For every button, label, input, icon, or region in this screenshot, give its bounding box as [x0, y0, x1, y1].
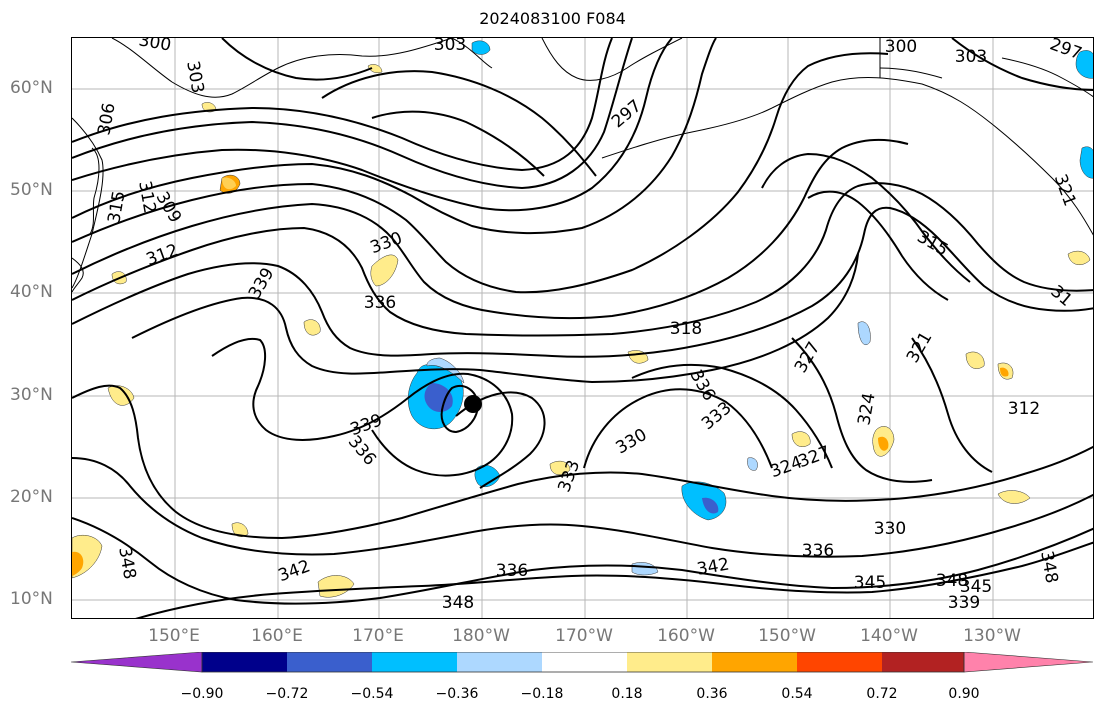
colorbar-bin — [882, 652, 964, 672]
colorbar-bin — [797, 652, 882, 672]
colorbar-tick-label: −0.36 — [435, 686, 479, 702]
lat-label-20n: 20°N — [10, 487, 53, 507]
lon-label-160e: 160°E — [251, 626, 303, 646]
contour-label: 339 — [948, 593, 980, 613]
contour-label: 31 — [1046, 282, 1075, 311]
colorbar-bin — [627, 652, 712, 672]
shaded-anomalies — [72, 40, 1093, 598]
map-area: 300 303 303 306 300 303 297 297 312 315 … — [71, 37, 1094, 619]
colorbar-tick-label: 0.72 — [866, 686, 898, 702]
colorbar-tick-label: −0.90 — [180, 686, 224, 702]
lat-label-60n: 60°N — [10, 78, 53, 98]
contour-label: 318 — [670, 319, 702, 339]
storm-center-marker — [464, 395, 482, 413]
contour-label: 300 — [137, 38, 172, 56]
contour-label: 324 — [854, 391, 879, 426]
lat-label-30n: 30°N — [10, 385, 53, 405]
colorbar-tick-label: 0.54 — [781, 686, 813, 702]
lon-label-140w: 140°W — [860, 626, 918, 646]
contour-label: 348 — [114, 545, 139, 580]
colorbar-tick-label: −0.54 — [350, 686, 394, 702]
contour-label: 303 — [955, 47, 987, 67]
contour-label: 336 — [686, 366, 720, 404]
lat-label-50n: 50°N — [10, 180, 53, 200]
contour-label: 321 — [1050, 172, 1080, 209]
contour-label: 348 — [442, 593, 474, 613]
contour-label: 297 — [1047, 38, 1084, 64]
colorbar-bin — [542, 652, 627, 672]
contour-label: 348 — [936, 571, 968, 591]
contour-label: 348 — [1036, 549, 1061, 584]
lat-label-10n: 10°N — [10, 589, 53, 609]
lon-label-150w: 150°W — [758, 626, 816, 646]
contour-label: 345 — [854, 573, 886, 593]
lon-label-160w: 160°W — [657, 626, 715, 646]
contour-label: 321 — [903, 328, 937, 366]
colorbar-high-extension — [963, 652, 1094, 673]
lon-label-130w: 130°W — [963, 626, 1021, 646]
colorbar-bin — [457, 652, 542, 672]
colorbar-tick-label: 0.36 — [696, 686, 728, 702]
lon-label-170w: 170°W — [555, 626, 613, 646]
lon-label-150e: 150°E — [148, 626, 200, 646]
contour-label: 306 — [94, 101, 119, 136]
colorbar-tick-label: 0.90 — [948, 686, 980, 702]
contour-label: 315 — [913, 227, 951, 261]
contour-label: 330 — [612, 425, 650, 459]
contour-label: 336 — [364, 293, 396, 313]
colorbar-tick-label: 0.18 — [611, 686, 643, 702]
coastlines — [72, 38, 1093, 293]
contour-label: 330 — [368, 228, 405, 258]
colorbar-tick-label: −0.18 — [520, 686, 564, 702]
contour-lines — [72, 38, 1093, 618]
colorbar-bin — [712, 652, 797, 672]
contour-label: 300 — [885, 38, 917, 57]
colorbar-tick-label: −0.72 — [265, 686, 309, 702]
colorbar-low-extension — [70, 652, 203, 673]
contour-label: 345 — [960, 577, 992, 597]
contour-label: 312 — [1008, 399, 1040, 419]
colorbar-bin — [287, 652, 372, 672]
colorbar — [70, 652, 1094, 673]
gridlines — [72, 38, 1093, 618]
contour-label: 327 — [791, 338, 825, 376]
map-title: 2024083100 F084 — [479, 9, 626, 28]
map-svg: 300 303 303 306 300 303 297 297 312 315 … — [72, 38, 1093, 618]
colorbar-bin — [202, 652, 287, 672]
contour-label: 336 — [496, 561, 528, 581]
contour-label: 330 — [874, 519, 906, 539]
contour-label: 336 — [802, 541, 834, 561]
contour-label: 303 — [434, 38, 466, 55]
lon-label-170e: 170°E — [352, 626, 404, 646]
colorbar-bin — [372, 652, 457, 672]
lon-label-180w: 180°W — [452, 626, 510, 646]
contour-label: 336 — [344, 432, 380, 470]
lat-label-40n: 40°N — [10, 282, 53, 302]
contour-label: 342 — [276, 556, 313, 586]
